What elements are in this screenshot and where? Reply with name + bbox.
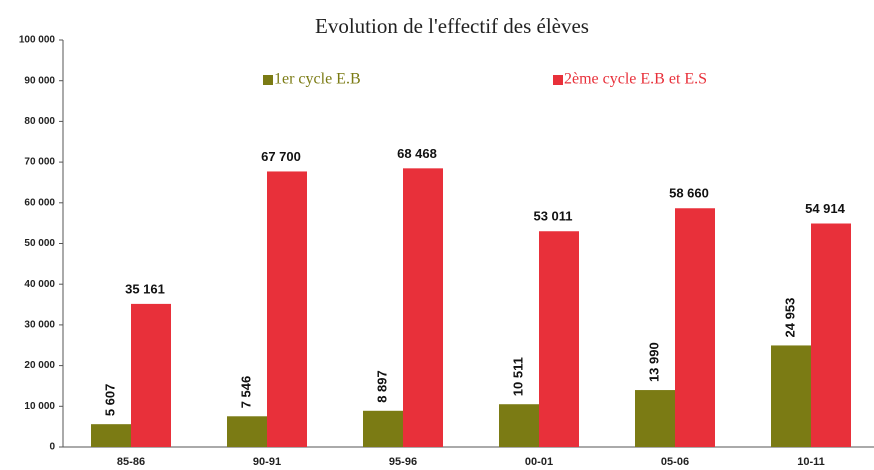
legend-label: 1er cycle E.B xyxy=(274,71,361,88)
value-label: 53 011 xyxy=(533,209,572,224)
bar xyxy=(91,424,131,447)
y-tick-label: 70 000 xyxy=(24,157,55,168)
x-tick-label: 00-01 xyxy=(525,456,553,468)
x-tick-label: 85-86 xyxy=(117,456,145,468)
y-tick-label: 90 000 xyxy=(24,75,55,86)
value-label: 13 990 xyxy=(646,342,661,382)
bar xyxy=(227,416,267,447)
chart-title: Evolution de l'effectif des élèves xyxy=(315,14,589,38)
y-tick-label: 30 000 xyxy=(24,320,55,331)
legend-swatch xyxy=(553,75,563,85)
bar xyxy=(635,390,675,447)
value-label: 5 607 xyxy=(102,384,117,417)
legend-swatch xyxy=(263,75,273,85)
x-tick-label: 90-91 xyxy=(253,456,281,468)
value-label: 35 161 xyxy=(125,281,165,296)
bar xyxy=(539,231,579,447)
bar xyxy=(363,410,403,447)
value-label: 24 953 xyxy=(782,298,797,338)
y-tick-label: 60 000 xyxy=(24,197,55,208)
value-label: 54 914 xyxy=(805,201,846,216)
legend-label: 2ème cycle E.B et E.S xyxy=(564,71,707,88)
y-tick-label: 20 000 xyxy=(24,360,55,371)
bar xyxy=(771,345,811,447)
y-tick-label: 10 000 xyxy=(24,401,55,412)
y-tick-label: 50 000 xyxy=(24,238,55,249)
value-label: 7 546 xyxy=(238,376,253,409)
value-label: 67 700 xyxy=(261,149,301,164)
value-label: 58 660 xyxy=(669,186,709,201)
bar xyxy=(811,223,851,447)
value-label: 8 897 xyxy=(374,370,389,403)
bar xyxy=(499,404,539,447)
x-tick-label: 10-11 xyxy=(797,456,825,468)
y-tick-label: 40 000 xyxy=(24,279,55,290)
x-tick-label: 95-96 xyxy=(389,456,417,468)
y-tick-label: 100 000 xyxy=(19,35,56,46)
x-tick-label: 05-06 xyxy=(661,456,689,468)
bar xyxy=(403,168,443,447)
bar xyxy=(675,208,715,447)
value-label: 68 468 xyxy=(397,146,437,161)
value-label: 10 511 xyxy=(510,357,525,396)
y-tick-label: 0 xyxy=(49,442,55,453)
bar xyxy=(131,303,171,447)
bar xyxy=(267,171,307,447)
y-tick-label: 80 000 xyxy=(24,116,55,127)
